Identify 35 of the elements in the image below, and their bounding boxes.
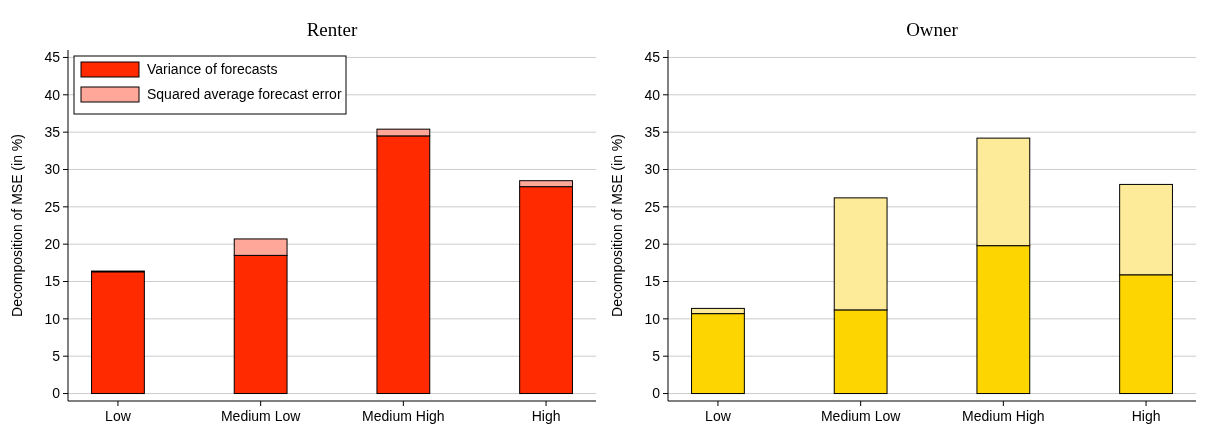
x-tick-label: High [1131,408,1161,424]
legend-label: Squared average forecast error [147,86,342,102]
bar [91,271,145,395]
chart-title: Renter [306,19,358,40]
y-tick-label: 30 [44,161,61,178]
y-tick-label: 5 [652,348,661,365]
y-tick-label: 10 [644,310,661,327]
x-tick-label: Medium Low [820,408,902,424]
y-tick-label: 40 [644,86,661,103]
y-tick-label: 35 [644,124,661,141]
y-tick-label: 20 [44,236,61,253]
y-tick-label: 40 [44,86,61,103]
x-tick-label: Medium High [962,408,1045,424]
y-tick-label: 25 [44,198,61,215]
legend-label: Variance of forecasts [147,61,278,77]
x-tick-label: High [531,408,561,424]
x-tick-label: Low [105,408,132,424]
y-tick-label: 0 [652,385,661,402]
y-axis-title: Decomposition of MSE (in %) [9,134,25,317]
y-tick-label: 45 [644,49,661,66]
y-tick-label: 10 [44,310,61,327]
y-tick-label: 0 [52,385,61,402]
y-tick-label: 25 [644,198,661,215]
y-tick-label: 30 [644,161,661,178]
x-tick-label: Low [705,408,732,424]
y-tick-label: 35 [44,124,61,141]
y-axis-title: Decomposition of MSE (in %) [609,134,625,317]
y-tick-label: 45 [44,49,61,66]
y-tick-label: 15 [644,273,661,290]
y-tick-label: 15 [44,273,61,290]
y-tick-label: 20 [644,236,661,253]
chart-title: Owner [906,19,959,40]
x-tick-label: Medium Low [220,408,302,424]
x-tick-label: Medium High [362,408,445,424]
y-tick-label: 5 [52,348,61,365]
